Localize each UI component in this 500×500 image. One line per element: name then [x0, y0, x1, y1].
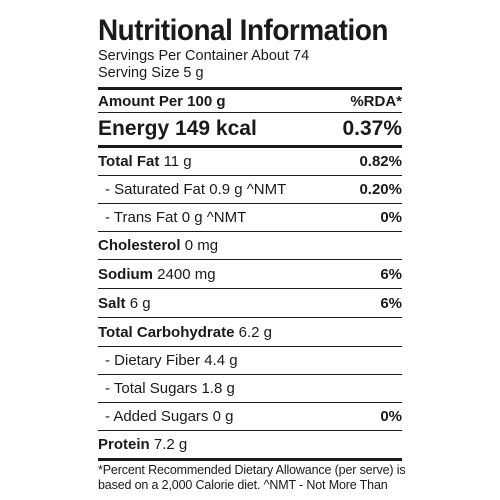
saturated-fat-row: - Saturated Fat 0.9 g ^NMT 0.20%	[98, 176, 402, 203]
saturated-fat-label: - Saturated Fat	[105, 181, 206, 198]
cholesterol-row: Cholesterol 0 mg	[98, 232, 402, 259]
salt-amount: 6 g	[129, 294, 151, 312]
protein-row: Protein 7.2 g	[98, 431, 402, 458]
total-fat-row: Total Fat 11 g 0.82%	[98, 148, 402, 175]
sodium-rda: 6%	[380, 265, 402, 283]
salt-rda: 6%	[380, 294, 402, 312]
dietary-fiber-row: - Dietary Fiber 4.4 g	[98, 347, 402, 374]
label-title: Nutritional Information	[98, 14, 388, 47]
trans-fat-label: - Trans Fat	[105, 209, 178, 226]
cholesterol-amount: 0 mg	[184, 237, 219, 254]
added-sugars-rda: 0%	[380, 408, 402, 425]
total-carbohydrate-row: Total Carbohydrate 6.2 g	[98, 318, 402, 346]
dietary-fiber-amount: 4.4 g	[204, 352, 238, 369]
added-sugars-row: - Added Sugars 0 g 0%	[98, 403, 402, 430]
protein-label: Protein	[98, 436, 150, 453]
rda-header-label: %RDA*	[350, 92, 402, 110]
saturated-fat-rda: 0.20%	[359, 181, 402, 198]
energy-rda: 0.37%	[342, 117, 402, 140]
salt-label: Salt	[98, 294, 126, 312]
added-sugars-amount: 0 g	[212, 408, 234, 425]
total-fat-label: Total Fat	[98, 153, 160, 170]
total-sugars-row: - Total Sugars 1.8 g	[98, 375, 402, 402]
trans-fat-rda: 0%	[380, 209, 402, 226]
sodium-row: Sodium 2400 mg 6%	[98, 260, 402, 288]
trans-fat-row: - Trans Fat 0 g ^NMT 0%	[98, 204, 402, 231]
added-sugars-label: - Added Sugars	[105, 408, 209, 425]
footnote-line-1: *Percent Recommended Dietary Allowance (…	[98, 463, 406, 477]
amount-header-row: Amount Per 100 g %RDA*	[98, 90, 402, 112]
energy-row: Energy 149 kcal 0.37%	[98, 113, 402, 145]
amount-per-label: Amount Per 100 g	[98, 92, 226, 110]
energy-label: Energy	[98, 117, 170, 140]
total-carbohydrate-amount: 6.2 g	[238, 323, 272, 341]
salt-row: Salt 6 g 6%	[98, 289, 402, 317]
trans-fat-amount: 0 g ^NMT	[181, 209, 247, 226]
sodium-amount: 2400 mg	[157, 265, 216, 283]
dietary-fiber-label: - Dietary Fiber	[105, 352, 201, 369]
total-fat-rda: 0.82%	[359, 153, 402, 170]
total-sugars-amount: 1.8 g	[201, 380, 235, 397]
nutrition-facts-label: Nutritional Information Servings Per Con…	[98, 14, 406, 493]
serving-size: Serving Size 5 g	[98, 65, 204, 81]
sodium-label: Sodium	[98, 265, 153, 283]
cholesterol-label: Cholesterol	[98, 237, 181, 254]
total-sugars-label: - Total Sugars	[105, 380, 198, 397]
footnote: *Percent Recommended Dietary Allowance (…	[98, 461, 406, 493]
protein-amount: 7.2 g	[153, 436, 188, 453]
saturated-fat-amount: 0.9 g ^NMT	[209, 181, 287, 198]
servings-per-container: Servings Per Container About 74	[98, 48, 310, 64]
footnote-line-2: based on a 2,000 Calorie diet. ^NMT - No…	[98, 478, 388, 492]
total-carbohydrate-label: Total Carbohydrate	[98, 323, 235, 341]
energy-amount: 149 kcal	[175, 117, 257, 140]
total-fat-amount: 11 g	[163, 153, 192, 170]
